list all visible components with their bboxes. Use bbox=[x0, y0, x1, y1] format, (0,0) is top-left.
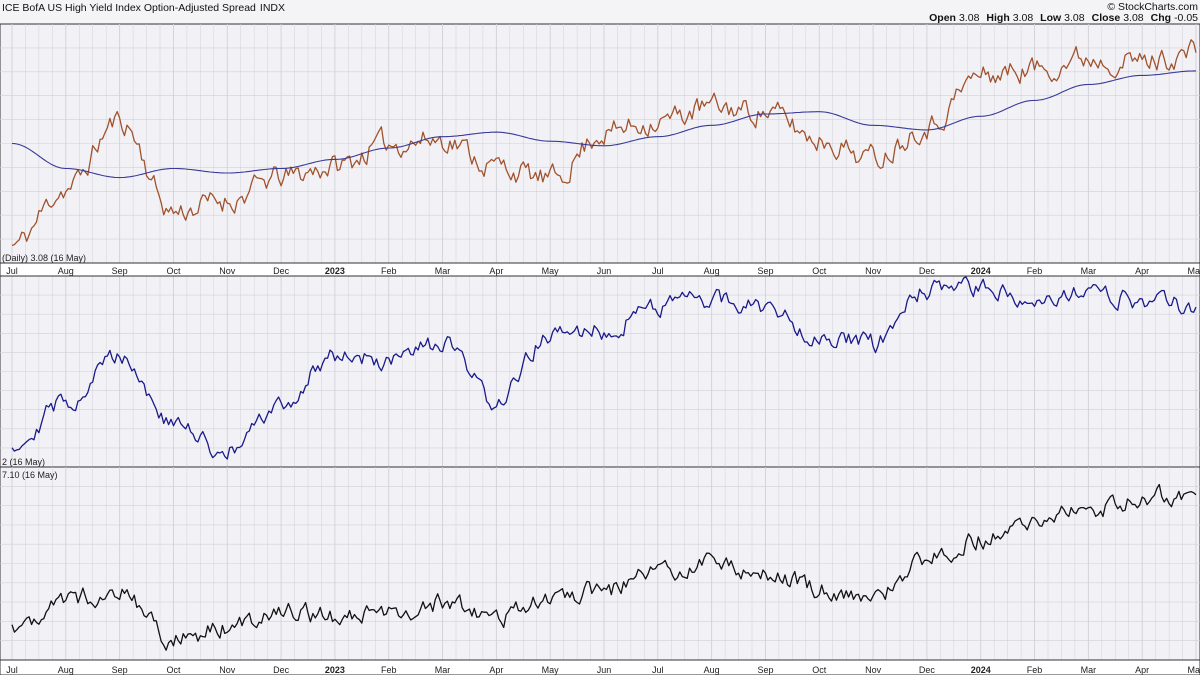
month-tick-label: Feb bbox=[1027, 665, 1043, 675]
month-tick-label: Jul bbox=[6, 665, 18, 675]
month-tick-label: May bbox=[1187, 665, 1200, 675]
bottom-panel-label: 7.10 (16 May) bbox=[2, 470, 58, 480]
ohlc-readout: Open 3.08 High 3.08 Low 3.08 Close 3.08 Chg -0.05 bbox=[929, 12, 1198, 24]
moving-average-line bbox=[11, 70, 1196, 179]
month-tick-label: Dec bbox=[273, 665, 290, 675]
month-tick-label: Sep bbox=[757, 266, 773, 276]
chart-header bbox=[0, 0, 1200, 24]
month-tick-label: Apr bbox=[1135, 266, 1149, 276]
middle-panel-label: 2 (16 May) bbox=[2, 457, 45, 467]
month-tick-label: Dec bbox=[919, 665, 936, 675]
month-tick-label: May bbox=[1187, 266, 1200, 276]
bottom-panel bbox=[0, 466, 1200, 661]
month-tick-label: Oct bbox=[812, 665, 827, 675]
month-tick-label: 2023 bbox=[325, 266, 345, 276]
month-tick-label: Aug bbox=[58, 266, 74, 276]
month-tick-label: Oct bbox=[166, 266, 181, 276]
month-tick-label: Aug bbox=[58, 665, 74, 675]
month-tick-label: Jun bbox=[597, 266, 612, 276]
month-axis-bottom-strip bbox=[0, 659, 1200, 675]
month-tick-label: Nov bbox=[865, 665, 882, 675]
price-panel-label: (Daily) 3.08 (16 May) bbox=[2, 253, 86, 263]
month-tick-label: Mar bbox=[435, 665, 451, 675]
month-tick-label: Jul bbox=[652, 665, 664, 675]
month-tick-label: Jul bbox=[652, 266, 664, 276]
month-tick-label: Sep bbox=[757, 665, 773, 675]
month-tick-label: Sep bbox=[112, 665, 128, 675]
month-tick-label: Apr bbox=[1135, 665, 1149, 675]
month-tick-label: Nov bbox=[219, 665, 236, 675]
month-tick-label: Mar bbox=[1081, 266, 1097, 276]
month-axis-bottom: Jul Aug Sep Oct Nov Dec 2023 Feb Mar Apr May Jun Jul… bbox=[0, 659, 1200, 675]
brand-label: © StockCharts.com bbox=[1107, 1, 1198, 13]
month-tick-label: 2024 bbox=[971, 266, 991, 276]
month-tick-label: Jun bbox=[597, 665, 612, 675]
middle-series-line bbox=[11, 276, 1197, 460]
month-tick-label: Feb bbox=[381, 266, 397, 276]
month-tick-label: Apr bbox=[489, 266, 503, 276]
month-tick-label: May bbox=[542, 665, 560, 675]
month-tick-label: Mar bbox=[435, 266, 451, 276]
month-tick-label: 2023 bbox=[325, 665, 345, 675]
month-tick-label: Apr bbox=[489, 665, 503, 675]
month-tick-label: May bbox=[542, 266, 560, 276]
month-tick-label: Feb bbox=[381, 665, 397, 675]
bottom-series-line bbox=[11, 483, 1197, 651]
month-tick-label: 2024 bbox=[971, 665, 991, 675]
month-tick-label: Nov bbox=[219, 266, 236, 276]
chart-title: ICE BofA US High Yield Index Option-Adju… bbox=[2, 2, 285, 14]
month-tick-label: Jul bbox=[6, 266, 18, 276]
middle-panel bbox=[0, 275, 1200, 468]
month-tick-label: Oct bbox=[166, 665, 181, 675]
month-axis-top-strip bbox=[0, 262, 1200, 277]
month-tick-label: Dec bbox=[919, 266, 936, 276]
month-tick-label: Feb bbox=[1027, 266, 1043, 276]
month-axis-top: Jul Aug Sep Oct Nov Dec 2023 Feb Mar Apr May Jun Jul… bbox=[0, 262, 1200, 277]
month-tick-label: Aug bbox=[704, 665, 720, 675]
month-tick-label: Dec bbox=[273, 266, 290, 276]
month-tick-label: Sep bbox=[112, 266, 128, 276]
month-tick-label: Aug bbox=[704, 266, 720, 276]
month-tick-label: Mar bbox=[1081, 665, 1097, 675]
month-tick-label: Oct bbox=[812, 266, 827, 276]
price-panel bbox=[0, 23, 1200, 264]
price-line bbox=[11, 39, 1197, 247]
month-tick-label: Nov bbox=[865, 266, 882, 276]
